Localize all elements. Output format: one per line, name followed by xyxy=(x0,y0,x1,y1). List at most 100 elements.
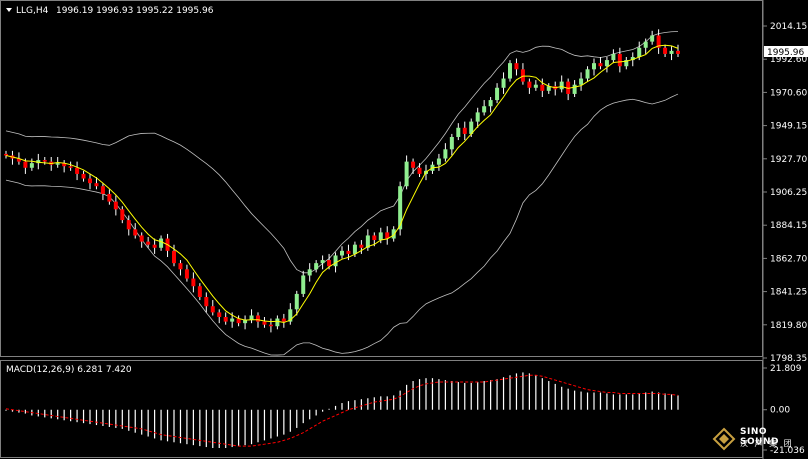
candle-body xyxy=(501,78,506,88)
candle-body xyxy=(36,160,41,164)
candle-body xyxy=(120,209,125,221)
candle-body xyxy=(637,47,642,57)
macd-tick-label: 0.00 xyxy=(770,406,790,416)
candles xyxy=(4,29,680,333)
candle-body xyxy=(42,160,47,162)
candle-body xyxy=(559,81,564,90)
candle-body xyxy=(139,235,144,242)
logo-mark-icon xyxy=(712,427,736,451)
candle-body xyxy=(391,229,396,239)
candle-body xyxy=(152,244,157,248)
candle-body xyxy=(288,309,293,322)
candle-body xyxy=(449,137,454,150)
candle-body xyxy=(62,163,67,167)
candle-body xyxy=(663,47,668,54)
price-tick-label: 1862.70 xyxy=(770,254,807,264)
price-tick-label: 1970.60 xyxy=(770,88,807,98)
price-tick-label: 1819.80 xyxy=(770,321,807,331)
candle-body xyxy=(604,60,609,67)
logo-text-en: SINO SOUND xyxy=(740,427,779,447)
macd-tick-label: 21.809 xyxy=(770,364,802,374)
price-axis: 2014.15 1992.60 1970.60 1949.15 1927.70 1906.… xyxy=(763,22,807,364)
candle-body xyxy=(346,250,351,254)
candle-body xyxy=(333,255,338,267)
candle-body xyxy=(100,186,105,194)
logo-text-cn: 汉 声 集 团 xyxy=(740,439,794,448)
macd-label: MACD(12,26,9) 6.281 7.420 xyxy=(6,365,132,375)
candle-body xyxy=(611,53,616,61)
candle-body xyxy=(643,41,648,48)
candle-body xyxy=(579,78,584,85)
candle-body xyxy=(546,86,551,91)
dropdown-triangle-icon[interactable] xyxy=(6,8,12,12)
price-tick-label: 1906.25 xyxy=(770,188,807,198)
current-price: 1995.96 xyxy=(767,48,804,58)
candle-body xyxy=(4,153,8,156)
price-tick-label: 1949.15 xyxy=(770,122,807,132)
candle-body xyxy=(204,297,209,307)
candle-body xyxy=(624,60,629,67)
candle-body xyxy=(436,158,441,165)
price-tick-label: 1798.35 xyxy=(770,354,807,364)
candle-body xyxy=(572,84,577,94)
candle-body xyxy=(230,318,235,322)
macd-signal-line xyxy=(5,374,679,447)
candle-body xyxy=(23,161,28,168)
candle-body xyxy=(378,232,383,241)
candle-body xyxy=(268,324,273,327)
candle-body xyxy=(236,318,241,324)
candle-body xyxy=(184,269,189,279)
candle-body xyxy=(113,201,118,210)
price-tick-label: 2014.15 xyxy=(770,22,807,32)
candle-body xyxy=(29,163,34,168)
moving-average xyxy=(5,44,679,324)
macd-panel-border xyxy=(0,360,763,458)
macd-tick-label: -21.036 xyxy=(770,446,805,456)
candle-body xyxy=(16,158,21,162)
candle-body xyxy=(404,161,409,187)
candle-body xyxy=(178,263,183,270)
candle-body xyxy=(475,112,480,122)
candle-body xyxy=(359,244,364,248)
candle-body xyxy=(527,81,532,88)
candle-body xyxy=(585,69,590,79)
candle-body xyxy=(159,238,164,248)
candle-body xyxy=(223,317,228,322)
candle-body xyxy=(55,163,60,165)
candle-body xyxy=(533,84,538,88)
candle-body xyxy=(456,127,461,137)
candle-body xyxy=(307,269,312,276)
candle-body xyxy=(126,220,131,230)
current-price-tag xyxy=(764,46,808,57)
candle-body xyxy=(469,121,474,134)
bollinger-upper xyxy=(5,31,679,274)
candle-body xyxy=(133,229,138,236)
price-tick-label: 1884.15 xyxy=(770,221,807,231)
candle-body xyxy=(275,318,280,327)
candle-body xyxy=(94,183,99,187)
main-panel-border xyxy=(0,0,763,357)
candle-body xyxy=(320,260,325,264)
candle-body xyxy=(417,167,422,174)
candle-body xyxy=(191,278,196,287)
candle-body xyxy=(365,235,370,248)
candle-body xyxy=(197,286,202,297)
candle-body xyxy=(243,320,248,324)
signal-line xyxy=(5,374,679,447)
candle-body xyxy=(88,178,92,184)
candle-body xyxy=(630,57,635,61)
candle-body xyxy=(508,63,512,79)
candle-body xyxy=(146,241,151,245)
candle-body xyxy=(676,50,680,54)
candle-body xyxy=(262,321,267,325)
candle-body xyxy=(650,35,655,42)
candle-body xyxy=(592,63,596,70)
candle-body xyxy=(372,235,377,241)
candle-body xyxy=(172,250,176,264)
candle-body xyxy=(294,293,299,310)
candle-body xyxy=(217,312,222,317)
candle-body xyxy=(107,193,112,202)
candle-body xyxy=(520,69,525,82)
candle-body xyxy=(210,306,215,313)
